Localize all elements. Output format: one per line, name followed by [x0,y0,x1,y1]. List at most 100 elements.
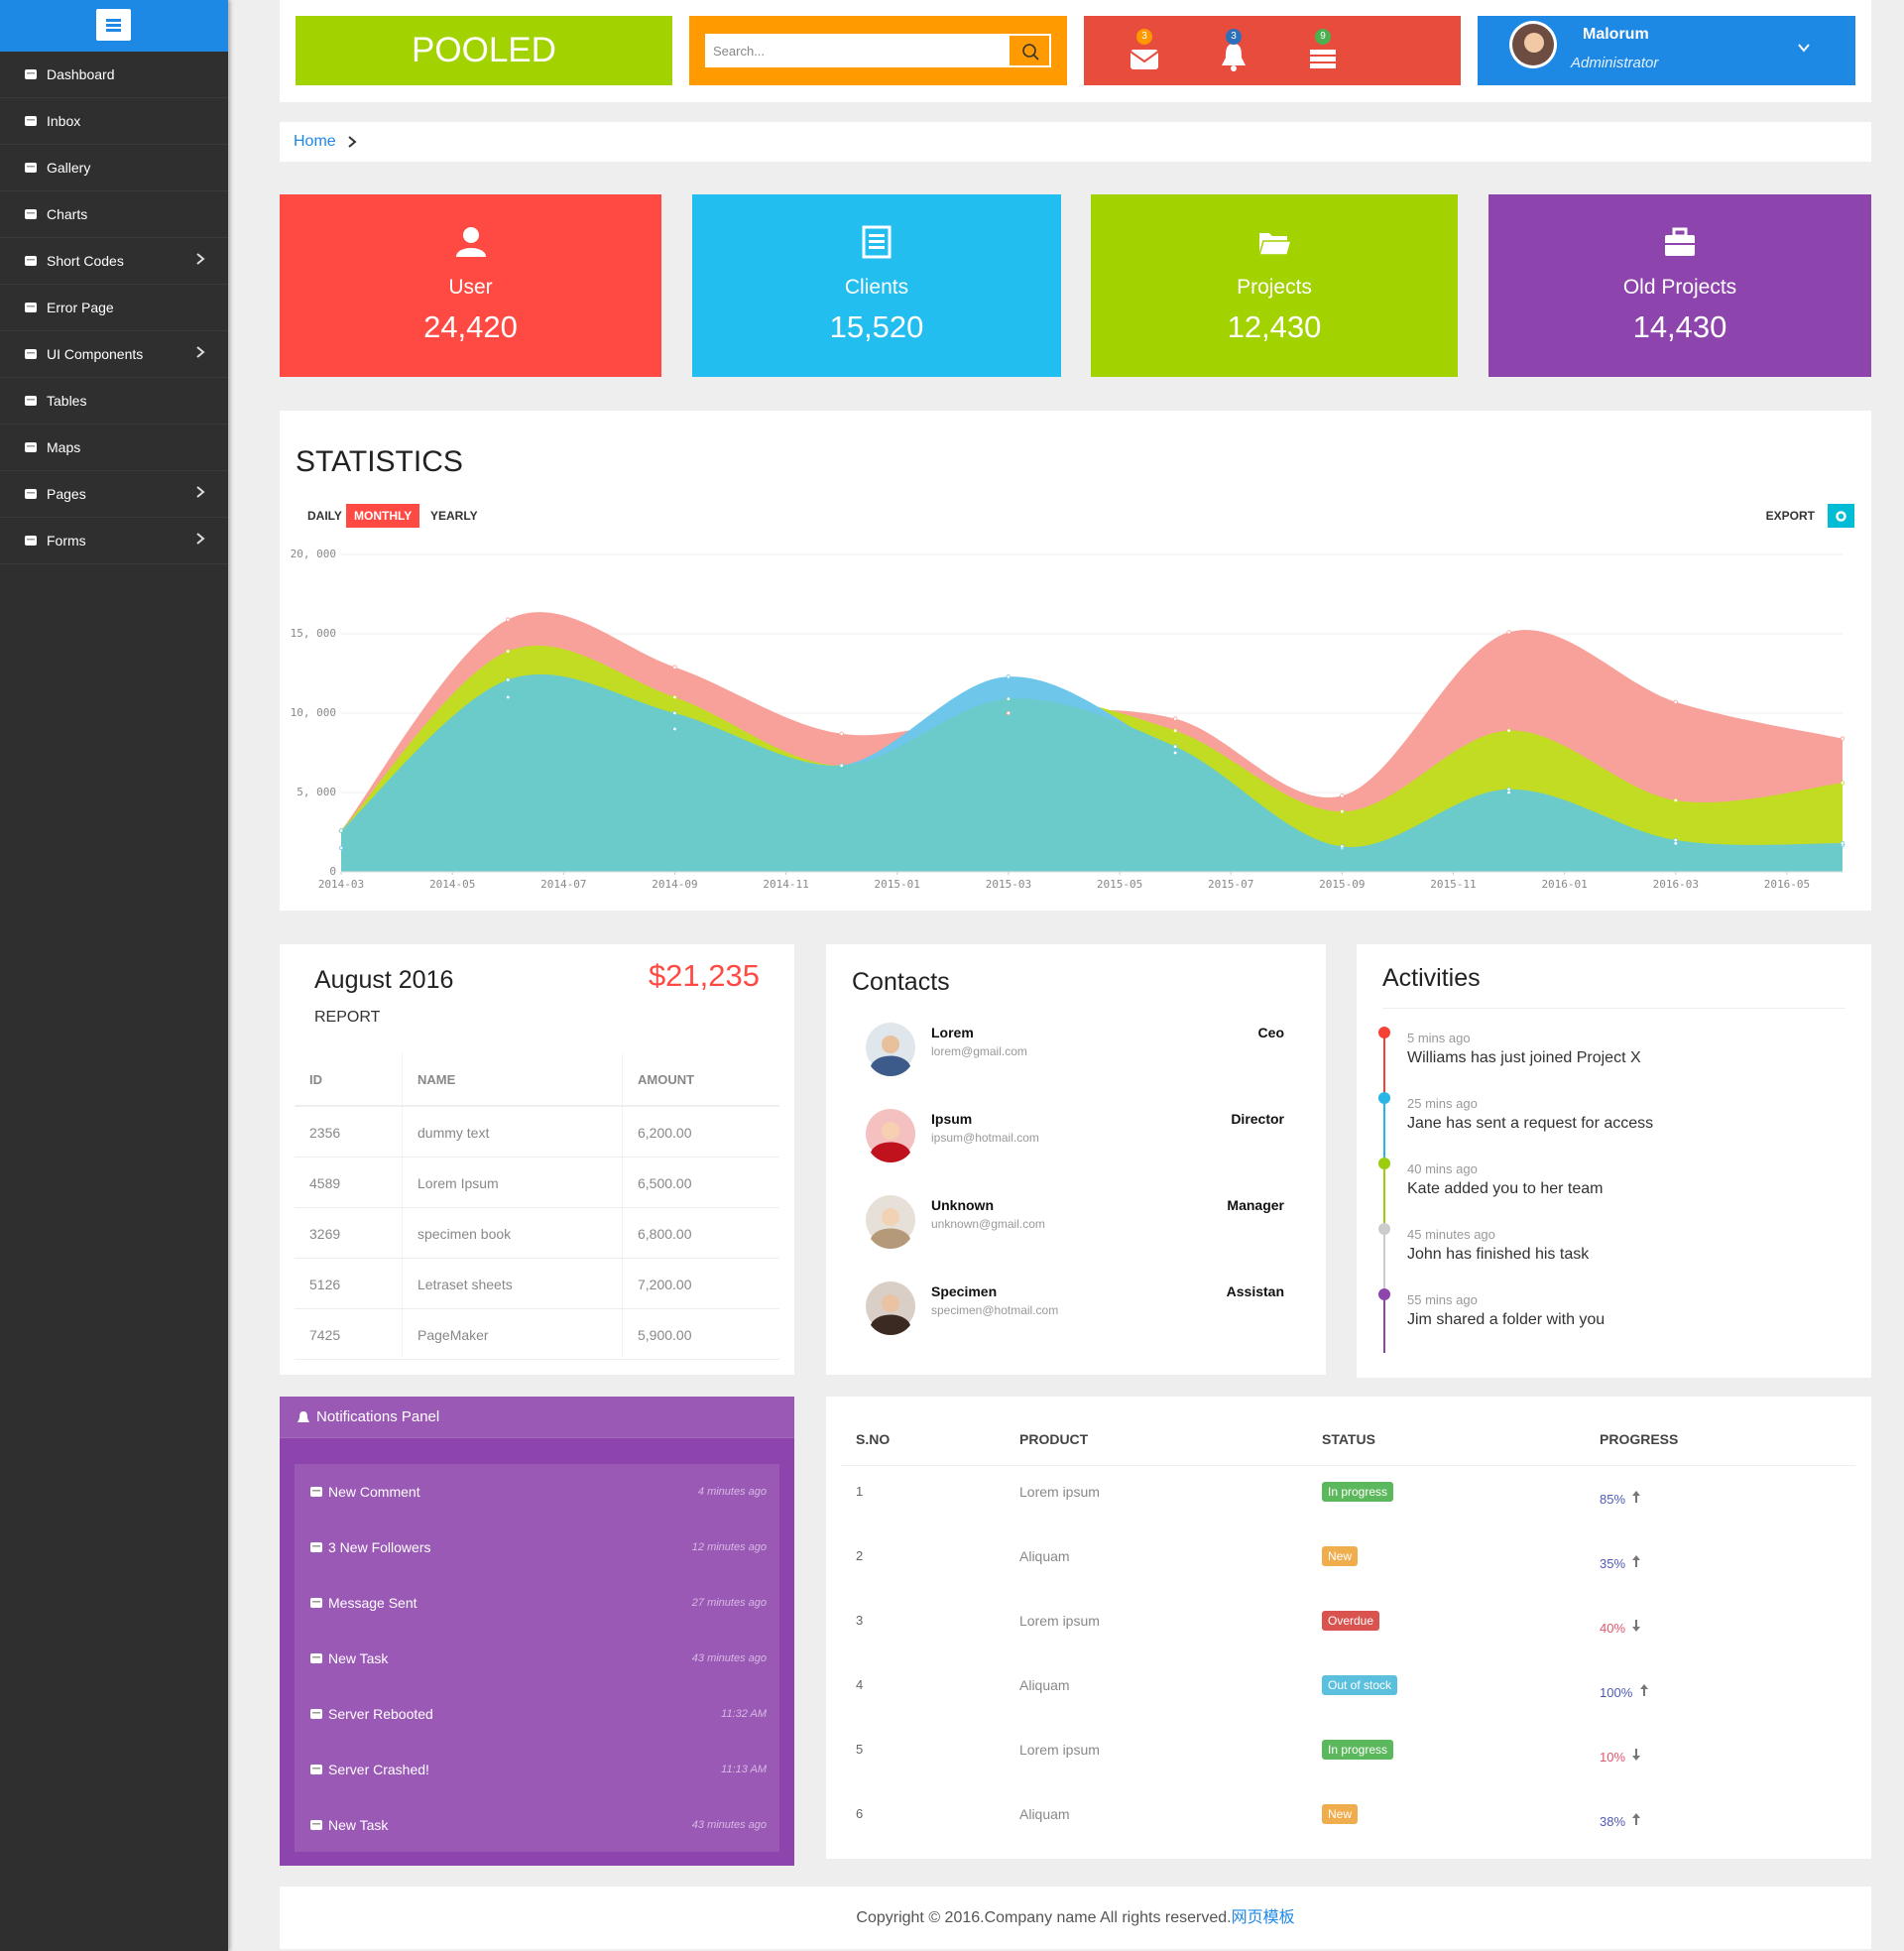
contact-role: Assistan [1226,1283,1284,1299]
icon [310,1542,322,1552]
user-name: Malorum [1583,26,1649,43]
notification-time: 43 minutes ago [691,1819,767,1831]
icon-shape [310,1598,322,1608]
icon-shape [25,396,37,406]
trend-arrow [1632,1813,1640,1825]
panel-header: Notifications Panel [280,1397,794,1438]
chart-tab[interactable]: DAILY [307,509,342,523]
notification-item[interactable]: New Task 43 minutes ago [295,1646,779,1670]
stat-icon [1258,233,1292,256]
chevron [348,136,357,148]
bell [1222,44,1246,65]
menu-item[interactable]: UI Components [0,331,228,378]
report-subtitle: REPORT [314,1009,381,1026]
toggle-bar [106,29,121,32]
contacts-title: Contacts [852,968,950,996]
icon [25,349,37,359]
stat-label: Projects [1237,276,1312,299]
menu-item[interactable]: Dashboard [0,52,228,98]
footer-link[interactable]: 网页模板 [1231,1909,1295,1926]
icon-shape [25,349,37,359]
notification-item[interactable]: Server Rebooted 11:32 AM [295,1702,779,1726]
table-cell: 6,200.00 [638,1125,692,1141]
chart-tab[interactable]: MONTHLY [346,504,420,528]
menu-item[interactable]: Inbox [0,98,228,145]
data-point [1172,728,1178,733]
icon-detail [27,305,35,307]
notification-item[interactable]: Server Crashed! 11:13 AM [295,1758,779,1781]
chevron [196,253,205,265]
trend-arrow [1632,1749,1640,1761]
data-point [672,694,677,700]
icon-shape [25,163,37,173]
data-point [1673,699,1678,704]
menu-item[interactable]: Gallery [0,145,228,191]
x-tick-label: 2015-01 [875,878,920,891]
notifications-panel: Notifications Panel New Comment 4 minutes … [280,1397,794,1866]
table-cell: 7425 [309,1327,341,1343]
stat-icon [862,225,892,259]
icon-shape [25,209,37,219]
statistics-panel: STATISTICS DAILY MONTHLY YEARLY EXPORT 0 5, 00… [280,411,1871,911]
x-tick-label: 2015-07 [1208,878,1253,891]
menu-item[interactable]: Charts [0,191,228,238]
stat-value: 14,430 [1632,309,1727,344]
toggle-bar [106,24,121,27]
menu-toggle[interactable] [96,9,131,41]
icon [310,1598,322,1608]
toggle-bar [106,19,121,22]
stat-icon [455,227,486,257]
band [1665,243,1695,245]
data-point [1340,793,1345,798]
icon-shape [310,1820,322,1830]
contact-email: lorem@gmail.com [931,1044,1027,1058]
trend-icon [1640,1684,1648,1696]
activity-time: 25 mins ago [1407,1096,1478,1111]
chevron [196,346,205,358]
notification-time: 12 minutes ago [691,1541,767,1553]
menu-item[interactable]: Error Page [0,285,228,331]
notification-item[interactable]: New Comment 4 minutes ago [295,1480,779,1504]
trend-icon [1632,1813,1640,1825]
notification-item[interactable]: New Task 43 minutes ago [295,1813,779,1837]
icon-detail [27,445,35,447]
search-input[interactable]: Search... [705,34,1008,67]
progress-value: 40% [1600,1621,1626,1636]
menu-item[interactable]: Tables [0,378,228,425]
contact-role: Manager [1227,1197,1284,1213]
settings-button[interactable] [1828,504,1854,528]
data-point [839,731,844,736]
menu-item[interactable]: Pages [0,471,228,518]
table-cell: 4589 [309,1175,341,1191]
avatar-body [871,1314,910,1335]
search-button[interactable] [1008,34,1051,67]
menu-label: Charts [47,206,88,222]
chart-tab[interactable]: YEARLY [430,509,478,523]
icon-detail [27,72,35,74]
clapper [1231,65,1237,71]
breadcrumb-home[interactable]: Home [294,133,336,150]
menu-item[interactable]: Short Codes [0,238,228,285]
data-point [1840,841,1845,846]
export-button[interactable]: EXPORT [1765,509,1815,523]
trend-arrow [1632,1491,1640,1503]
user-role: Administrator [1571,55,1659,71]
stat-tile: Old Projects 14,430 [1488,194,1871,377]
chevron-icon [1798,44,1810,53]
menu-item[interactable]: Maps [0,425,228,471]
report-panel: August 2016 $21,235 REPORT ID NAME AMOUNT 2356… [280,944,794,1375]
notification-item[interactable]: Message Sent 27 minutes ago [295,1591,779,1615]
timeline-segment [1383,1294,1385,1353]
data-point [338,845,344,851]
chevron [196,486,205,498]
trend-icon [1632,1620,1640,1632]
product-name: Lorem ipsum [1019,1742,1100,1758]
header-icon [1130,50,1159,69]
menu-item[interactable]: Forms [0,518,228,564]
data-point [1006,674,1012,679]
icon-detail [27,399,35,401]
menu-label: Dashboard [47,66,115,82]
notification-item[interactable]: 3 New Followers 12 minutes ago [295,1535,779,1559]
profile-tile[interactable]: Malorum Administrator [1478,16,1855,85]
activity-text: Kate added you to her team [1407,1180,1604,1197]
